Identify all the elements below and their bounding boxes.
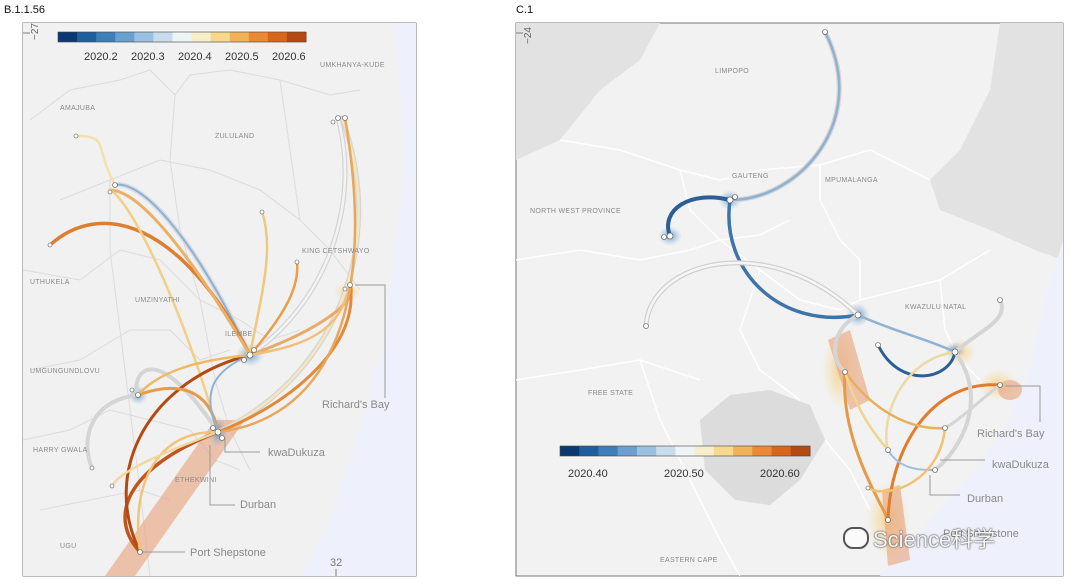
region-label: AMAJUBA [60, 105, 95, 112]
colorbar-swatch [790, 446, 811, 456]
colorbar-swatch [172, 32, 193, 42]
colorbar-swatch [248, 32, 269, 42]
colorbar-swatch [656, 446, 676, 456]
colorbar-swatch [617, 446, 638, 456]
region-label: UMKHANYA-KUDE [320, 62, 385, 69]
colorbar-tick: 2020.2 [84, 51, 118, 63]
map-panel-left: UMKHANYA-KUDE AMAJUBA ZULULAND UTHUKELA … [22, 23, 417, 577]
region-label: ILEMBE [225, 331, 253, 338]
panel-title-b1156: B.1.1.56 [4, 4, 45, 16]
region-label: EASTERN CAPE [660, 557, 718, 564]
colorbar-swatch [58, 32, 78, 42]
city-label-durban: Durban [240, 499, 276, 511]
axis-label-lat: −24 [523, 27, 534, 44]
colorbar-swatch [267, 32, 288, 42]
axis-label-lon: 32 [330, 557, 342, 569]
colorbar-swatch [675, 446, 696, 456]
colorbar-tick: 2020.4 [178, 51, 212, 63]
region-label: UTHUKELA [30, 279, 70, 286]
colorbar-swatch [694, 446, 715, 456]
colorbar-tick: 2020.3 [131, 51, 165, 63]
colorbar-swatch [636, 446, 657, 456]
region-label: KWAZULU NATAL [905, 304, 966, 311]
city-label-port-shepstone: Port Shepstone [943, 528, 1019, 540]
region-label: ETHEKWINI [175, 477, 217, 484]
region-label: KING CETSHWAYO [302, 248, 370, 255]
colorbar-swatch [191, 32, 212, 42]
colorbar-swatch [153, 32, 173, 42]
region-label: NORTH WEST PROVINCE [530, 208, 621, 215]
region-label: FREE STATE [588, 390, 633, 397]
chat-bubble-icon [843, 527, 869, 549]
region-label: HARRY GWALA [33, 447, 88, 454]
colorbar-swatch [560, 446, 580, 456]
colorbar-tick: 2020.50 [664, 468, 704, 480]
colorbar-swatch [733, 446, 753, 456]
colorbar-swatch [77, 32, 97, 42]
colorbar-border [559, 445, 811, 457]
colorbar-swatch [598, 446, 619, 456]
colorbar-tick: 2020.6 [272, 51, 306, 63]
region-label: UGU [60, 543, 76, 550]
colorbar-swatch [752, 446, 773, 456]
region-label: GAUTENG [732, 173, 769, 180]
city-label-kwadukuza: kwaDukuza [992, 459, 1050, 471]
city-label-durban: Durban [967, 493, 1003, 505]
colorbar-swatch [713, 446, 734, 456]
colorbar-left: 2020.2 2020.3 2020.4 2020.5 2020.6 [57, 31, 307, 63]
colorbar-swatch [96, 32, 116, 42]
colorbar-tick: 2020.5 [225, 51, 259, 63]
axis-label-lat: −27 [30, 23, 41, 40]
region-label: MPUMALANGA [825, 177, 878, 184]
colorbar-tick: 2020.60 [760, 468, 800, 480]
watermark-text: Science科学 [873, 527, 996, 552]
region-label: LIMPOPO [715, 68, 749, 75]
colorbar-swatch [771, 446, 792, 456]
region-label: UMZINYATHI [135, 297, 180, 304]
watermark: Science科学 [843, 522, 995, 554]
city-label-richards-bay: Richard's Bay [977, 428, 1045, 440]
colorbar-swatch [286, 32, 307, 42]
colorbar-swatch [579, 446, 599, 456]
colorbar-tick: 2020.40 [568, 468, 608, 480]
region-label: UMGUNGUNDLOVU [30, 368, 100, 375]
colorbar-right: 2020.40 2020.50 2020.60 [559, 445, 811, 480]
panel-title-c1: C.1 [516, 4, 534, 16]
colorbar-swatch [134, 32, 154, 42]
city-label-kwadukuza: kwaDukuza [268, 447, 326, 459]
colorbar-swatch [210, 32, 231, 42]
colorbar-border [57, 31, 307, 43]
city-label-port-shepstone: Port Shepstone [190, 547, 266, 559]
map-panel-right: LIMPOPO GAUTENG MPUMALANGA NORTH WEST PR… [515, 22, 1064, 577]
city-label-richards-bay: Richard's Bay [322, 399, 390, 411]
region-label: ZULULAND [215, 133, 254, 140]
colorbar-swatch [115, 32, 135, 42]
colorbar-swatch [229, 32, 250, 42]
